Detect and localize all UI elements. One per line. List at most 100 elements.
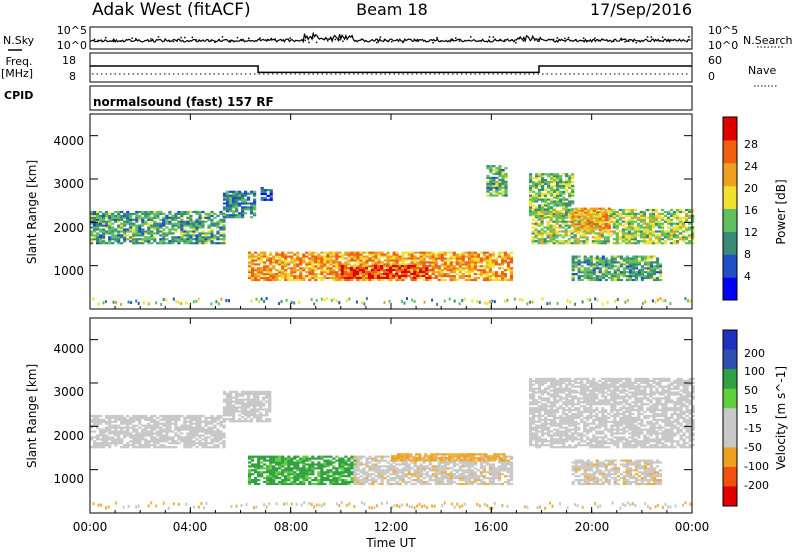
power-cell [410,253,414,256]
power-cell [643,271,647,274]
power-cell [625,271,629,274]
power-cell [495,169,499,172]
power-cell [219,218,223,221]
power-cell [486,186,490,189]
velocity-cell [335,473,339,476]
power-cell [255,297,258,301]
power-cell [568,212,572,215]
power-cell [621,232,625,235]
power-cell [553,194,557,197]
power-cell [550,179,554,182]
power-cell [305,265,309,268]
power-cell [585,238,589,241]
power-cell [102,222,106,225]
power-cell [598,276,602,280]
velocity-cell [383,465,387,468]
power-cell [642,214,646,217]
power-cell [621,234,625,237]
power-cell [293,257,297,260]
power-cell [633,214,637,217]
velocity-cell [96,436,100,439]
velocity-cell [338,467,342,470]
power-cell [583,267,587,270]
power-cell [260,187,264,190]
noise-left-label: N.Sky [3,34,35,47]
power-cell [428,261,432,264]
power-cell [658,267,663,270]
power-cell [349,267,354,270]
velocity-cell [253,392,257,395]
power-cell [135,214,139,217]
power-cell [564,222,568,225]
power-cell [226,208,230,211]
power-cell [601,219,605,222]
power-cell [305,261,309,264]
power-cell [497,255,502,258]
power-cell [559,194,563,197]
velocity-cell [302,459,306,462]
power-cell [434,275,438,278]
power-cell [645,208,649,212]
power-cell [144,238,148,241]
power-cell [117,226,121,229]
power-cell [586,269,590,272]
power-cell [531,232,535,235]
velocity-cell [353,482,357,486]
power-cell [395,267,399,270]
power-cell [93,224,97,227]
power-cell [580,227,584,230]
power-cell [556,202,560,205]
power-cell [607,209,611,212]
velocity-cell [317,473,321,476]
power-cell [386,270,390,274]
power-cell [416,251,420,254]
power-cell [180,216,184,219]
power-cell [637,259,641,262]
power-cell [401,253,405,256]
velocity-cell [365,463,369,466]
power-cell [431,255,435,258]
velocity-cell [323,465,327,468]
power-cell [344,257,348,260]
power-cell [483,301,486,305]
power-cell [443,275,447,278]
power-cell [232,190,236,193]
velocity-cell [180,436,184,439]
power-cell [470,257,474,260]
power-cell [552,214,556,217]
noise-search-dot [214,41,216,44]
velocity-cell [232,396,236,399]
power-cell [645,240,649,243]
velocity-cell [389,473,393,476]
velocity-cell [365,477,369,480]
velocity-cell [174,434,178,437]
power-cell [540,238,544,241]
power-cell [266,273,270,276]
power-cell [565,184,569,187]
velocity-cell [132,440,136,443]
power-cell [108,216,112,219]
power-cell [600,230,604,233]
power-cell [238,198,242,201]
velocity-cell [198,420,202,423]
power-cell [506,261,511,264]
noise-search-dot [458,40,461,42]
power-cell [663,236,668,239]
power-cell [422,267,426,270]
power-cell [353,253,357,256]
velocity-cell [171,436,175,439]
velocity-cell [260,475,264,478]
power-cell [132,238,136,241]
power-cell [532,190,536,193]
power-cell [383,259,387,262]
power-cell [195,234,199,237]
velocity-cell [226,402,230,405]
velocity-cell [198,442,202,445]
power-cell [547,181,551,184]
power-cell [353,263,357,266]
noise-search-dot [229,39,231,42]
power-cell [183,238,187,241]
velocity-cell [162,428,166,431]
velocity-cell [311,473,315,476]
power-cell [577,271,581,274]
